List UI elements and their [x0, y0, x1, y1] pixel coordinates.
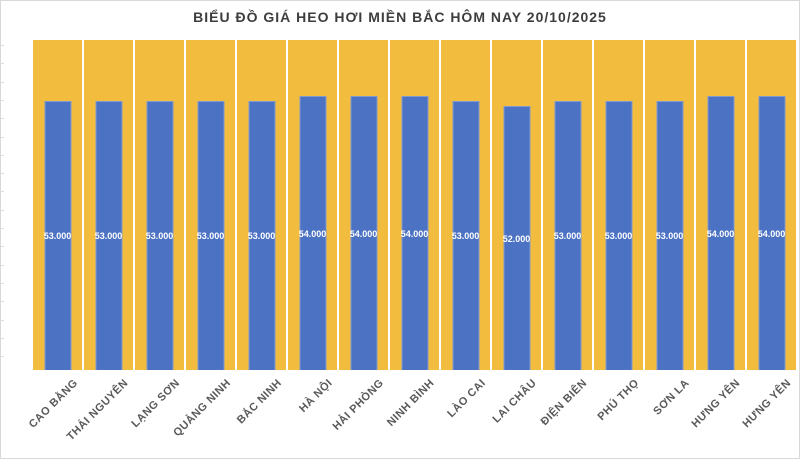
category-slot: 54.000 — [288, 40, 337, 370]
bar: 53.000 — [248, 101, 275, 370]
bar: 53.000 — [656, 101, 683, 370]
y-axis-tick — [1, 338, 4, 339]
x-axis-label: SƠN LA — [651, 377, 692, 418]
x-axis-label: HƯNG YÊN — [689, 377, 743, 431]
y-axis-tick — [1, 173, 4, 174]
y-axis-tick — [1, 63, 4, 64]
y-axis-tick — [1, 356, 4, 357]
bar: 54.000 — [299, 96, 326, 370]
bar: 53.000 — [44, 101, 71, 370]
bar: 52.000 — [503, 106, 530, 370]
bar-value-label: 53.000 — [604, 231, 633, 241]
y-axis-tick — [1, 228, 4, 229]
bar-value-label: 52.000 — [502, 233, 531, 244]
category-slot: 53.000 — [237, 40, 286, 370]
bar: 53.000 — [605, 101, 632, 370]
y-axis-tick — [1, 191, 4, 192]
plot-area: 53.000 53.000 53.000 53.000 53.000 54.000 54.0… — [33, 40, 796, 370]
category-slot: 54.000 — [339, 40, 388, 370]
y-axis-tick — [1, 82, 4, 83]
chart-title: BIỂU ĐỒ GIÁ HEO HƠI MIỀN BẮC HÔM NAY 20/… — [193, 9, 607, 25]
bar-value-label: 54.000 — [706, 228, 735, 239]
x-axis-label: HÀ NỘI — [297, 377, 335, 415]
category-slot: 53.000 — [33, 40, 82, 370]
y-axis-tick — [1, 137, 4, 138]
x-axis-label: PHÚ THỌ — [595, 377, 641, 423]
bar-value-label: 54.000 — [757, 228, 786, 239]
y-axis-tick — [1, 210, 4, 211]
bar-value-label: 53.000 — [553, 231, 582, 241]
x-axis-label: CAO BẰNG — [26, 377, 80, 431]
bar-value-label: 54.000 — [349, 228, 378, 239]
bar: 54.000 — [350, 96, 377, 370]
bar-value-label: 53.000 — [145, 231, 174, 241]
y-axis-tick — [1, 100, 4, 101]
bar: 53.000 — [197, 101, 224, 370]
x-axis-labels: CAO BẰNG THÁI NGUYÊN LẠNG SƠN QUẢNG NINH BẮC… — [1, 370, 799, 458]
bar-value-label: 53.000 — [43, 231, 72, 241]
bar-value-label: 53.000 — [655, 231, 684, 241]
bar: 54.000 — [707, 96, 734, 370]
bar-value-label: 53.000 — [451, 231, 480, 241]
y-axis-tick — [1, 301, 4, 302]
x-axis-label: HƯNG YÊN — [740, 377, 794, 431]
x-axis-label: LÀO CAI — [445, 377, 488, 420]
category-slot: 53.000 — [84, 40, 133, 370]
x-axis-label: LAI CHÂU — [490, 377, 539, 426]
y-axis-tick — [1, 118, 4, 119]
category-slot: 53.000 — [441, 40, 490, 370]
bar-value-label: 53.000 — [196, 231, 225, 241]
category-slot: 53.000 — [543, 40, 592, 370]
bar-value-label: 54.000 — [400, 228, 429, 239]
y-axis-tick — [1, 155, 4, 156]
x-axis-label: LẠNG SƠN — [129, 377, 182, 430]
bar: 53.000 — [452, 101, 479, 370]
y-axis-tick — [1, 246, 4, 247]
x-axis-label: NINH BÌNH — [385, 377, 437, 429]
bar-value-label: 53.000 — [247, 231, 276, 241]
category-slot: 53.000 — [645, 40, 694, 370]
y-axis-tick — [1, 320, 4, 321]
x-axis-label: BẮC NINH — [234, 377, 284, 427]
category-slot: 54.000 — [390, 40, 439, 370]
y-axis-tick — [1, 265, 4, 266]
bar-value-label: 53.000 — [94, 231, 123, 241]
bar-value-label: 54.000 — [298, 228, 327, 239]
category-slot: 53.000 — [186, 40, 235, 370]
bar: 53.000 — [554, 101, 581, 370]
x-axis-label: ĐIỆN BIÊN — [538, 377, 590, 429]
y-axis-tick — [1, 283, 4, 284]
bar: 54.000 — [401, 96, 428, 370]
category-slot: 53.000 — [135, 40, 184, 370]
category-slot: 54.000 — [696, 40, 745, 370]
bar: 54.000 — [758, 96, 785, 370]
category-slot: 53.000 — [594, 40, 643, 370]
category-slot: 52.000 — [492, 40, 541, 370]
bar: 53.000 — [146, 101, 173, 370]
bar: 53.000 — [95, 101, 122, 370]
y-axis-tick — [1, 45, 4, 46]
x-axis-label: HẢI PHÒNG — [330, 377, 386, 433]
category-slot: 54.000 — [747, 40, 796, 370]
